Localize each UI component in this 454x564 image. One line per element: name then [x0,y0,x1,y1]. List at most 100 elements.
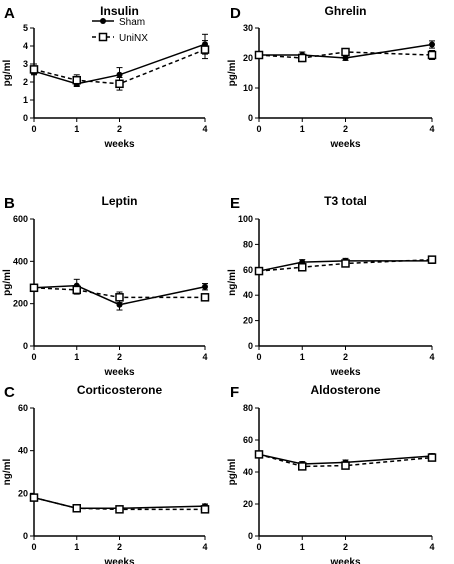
data-point [427,453,437,462]
panel-c: C Corticosterone 0 20 40 60 0 1 2 4 weeks ng/ml [2,383,210,564]
y-tick-label: 40 [243,290,253,300]
data-point [342,55,349,61]
data-point [116,71,123,78]
y-tick-label: 0 [23,113,28,123]
y-axis-label: pg/ml [227,458,238,485]
series-line [258,260,432,272]
data-point [298,53,307,63]
y-tick-label: 20 [243,499,253,509]
data-point [200,293,210,302]
panel-e: E T3 total 0 20 40 60 80 100 0 1 2 4 weeks ng/ml [227,194,437,378]
legend-marker [98,32,108,42]
x-tick-label: 4 [429,352,434,362]
x-tick-label: 4 [202,124,207,134]
series-line [258,51,433,59]
data-point [341,259,350,268]
y-tick-label: 4 [23,41,28,51]
y-tick-label: 60 [243,435,253,445]
series-line [33,287,205,299]
y-tick-label: 60 [18,403,28,413]
panel-d: D Ghrelin 0 10 20 30 0 1 2 4 weeks pg/ml [227,4,437,150]
panel-letter: F [230,384,239,401]
data-point [341,461,350,470]
x-tick-label: 4 [429,124,434,134]
x-axis-label: weeks [103,367,134,378]
y-tick-label: 0 [248,341,253,351]
series-uninx [29,40,210,91]
chart-title: Insulin [100,4,139,18]
series-line [258,453,433,468]
series-uninx [254,450,437,471]
panel-letter: E [230,195,240,212]
x-tick-label: 1 [300,542,305,552]
data-point [115,505,124,514]
y-tick-label: 80 [243,239,253,249]
y-axis-label: pg/ml [2,269,13,296]
panel-letter: B [4,195,15,212]
data-point [115,79,124,89]
y-tick-label: 100 [238,214,253,224]
series-uninx [29,283,210,304]
y-tick-label: 10 [243,83,253,93]
x-tick-label: 0 [31,124,36,134]
data-point [72,75,81,85]
data-point [341,47,350,57]
data-point [29,65,39,74]
x-tick-label: 1 [74,542,79,552]
chart-title: Leptin [102,194,138,208]
x-axis-label: weeks [103,557,134,564]
y-tick-label: 30 [243,23,253,33]
y-tick-label: 5 [23,23,28,33]
panel-letter: A [4,5,15,22]
y-tick-label: 600 [13,214,28,224]
chart-title: Corticosterone [77,383,163,397]
x-tick-label: 2 [343,124,348,134]
data-point [202,283,208,290]
series-line [33,43,206,85]
data-point [427,255,437,264]
x-tick-label: 0 [256,542,261,552]
x-tick-label: 4 [202,542,207,552]
x-axis-label: weeks [329,367,360,378]
series-uninx [29,493,210,514]
x-tick-label: 1 [300,352,305,362]
y-tick-label: 40 [18,446,28,456]
x-tick-label: 4 [429,542,434,552]
series-line [33,284,206,306]
series-line [33,496,205,511]
series-line [258,453,433,465]
data-point [254,450,264,459]
y-tick-label: 40 [243,467,253,477]
data-point [29,493,39,502]
data-point [298,462,307,471]
y-tick-label: 2 [23,77,28,87]
series-line [33,48,206,85]
y-tick-label: 0 [23,531,28,541]
y-tick-label: 3 [23,59,28,69]
x-tick-label: 0 [31,352,36,362]
x-tick-label: 2 [343,352,348,362]
panel-b: B Leptin 0 200 400 600 0 1 2 4 weeks pg/ml [2,194,210,378]
x-tick-label: 0 [31,542,36,552]
y-tick-label: 80 [243,403,253,413]
y-tick-label: 200 [13,299,28,309]
x-tick-label: 1 [74,124,79,134]
x-axis-label: weeks [329,139,360,150]
y-tick-label: 60 [243,265,253,275]
data-point [427,50,437,60]
legend: Sham UniNX [92,17,148,44]
y-tick-label: 0 [248,113,253,123]
x-tick-label: 4 [202,352,207,362]
data-point [29,283,39,293]
y-tick-label: 1 [23,95,28,105]
legend-label: UniNX [119,33,148,44]
series-line [258,258,433,272]
y-tick-label: 400 [13,256,28,266]
data-point [200,505,210,514]
y-axis-label: ng/ml [227,269,238,296]
legend-label: Sham [119,17,145,28]
panel-f: F Aldosterone 0 20 40 60 80 0 1 2 4 weeks pg/ml [227,383,437,564]
data-point [116,301,123,308]
y-tick-label: 20 [243,316,253,326]
